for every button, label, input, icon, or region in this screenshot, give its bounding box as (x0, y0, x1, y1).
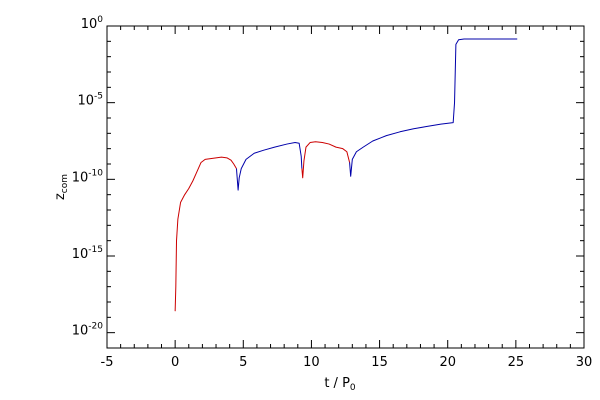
x-axis-label-main: t / P (324, 376, 350, 391)
series-line-red-1 (174, 156, 237, 312)
y-tick-exponent: -20 (88, 322, 103, 332)
y-tick-label: 10-20 (72, 322, 104, 339)
axis-ticks (106, 25, 585, 349)
x-tick-label: 15 (371, 355, 388, 370)
series-line-blue-2 (235, 142, 303, 191)
series-line-blue-4 (349, 38, 518, 177)
y-tick-exponent: -15 (88, 245, 103, 255)
y-tick-label: 100 (81, 15, 104, 32)
data-series (174, 38, 518, 312)
x-tick-label: 30 (576, 355, 593, 370)
y-tick-exponent: -10 (88, 168, 103, 178)
x-tick-label: 20 (439, 355, 456, 370)
x-tick-label: -5 (101, 355, 114, 370)
y-tick-exponent: -5 (94, 92, 103, 102)
y-tick-base: 10 (81, 17, 98, 32)
y-tick-label: 10-10 (72, 168, 104, 185)
x-axis-label: t / P0 (324, 376, 356, 393)
y-tick-base: 10 (72, 170, 89, 185)
y-axis-label-subscript: com (60, 174, 70, 193)
x-tick-label: 25 (508, 355, 525, 370)
x-tick-label: 10 (303, 355, 320, 370)
y-tick-exponent: 0 (97, 15, 103, 25)
y-axis-label: zcom (53, 174, 70, 200)
series-line-red-3 (301, 141, 351, 179)
plot-frame (106, 25, 585, 349)
x-tick-label: 5 (239, 355, 247, 370)
y-tick-label: 10-15 (72, 245, 103, 262)
x-axis-label-subscript: 0 (350, 383, 356, 393)
x-tick-label: 0 (171, 355, 179, 370)
y-tick-base: 10 (77, 94, 94, 109)
y-axis-label-main: z (53, 193, 68, 200)
y-tick-label: 10-5 (77, 92, 103, 109)
y-tick-base: 10 (72, 247, 89, 262)
y-tick-base: 10 (72, 324, 89, 339)
